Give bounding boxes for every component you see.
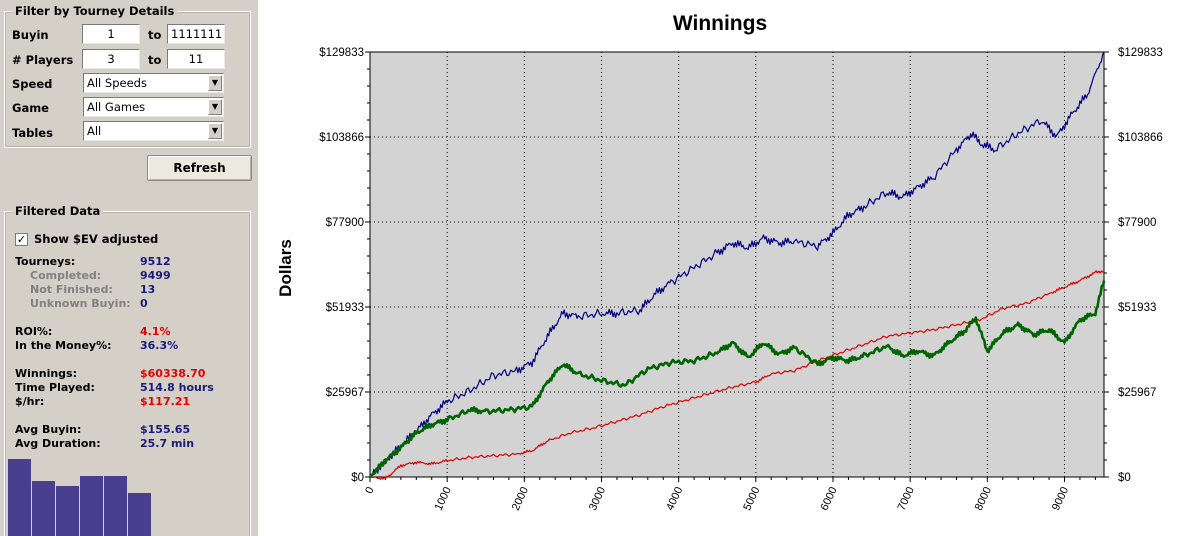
refresh-button[interactable]: Refresh xyxy=(147,155,252,181)
filtered-data-groupbox: Filtered Data xyxy=(4,204,251,536)
time-played-value: 514.8 hours xyxy=(140,381,214,394)
tourneys-value: 9512 xyxy=(140,255,171,268)
time-played-label: Time Played: xyxy=(15,381,95,394)
series-group xyxy=(369,51,1106,480)
y-tick-label-left: $77900 xyxy=(326,217,364,229)
grid xyxy=(370,52,1104,477)
avg-duration-value: 25.7 min xyxy=(140,437,195,450)
x-tick-label: 1000 xyxy=(433,485,454,512)
histogram-bar xyxy=(80,476,103,536)
unknown-buyin-label: Unknown Buyin: xyxy=(30,297,131,310)
filtered-data-title: Filtered Data xyxy=(12,204,104,218)
players-to-label: to xyxy=(148,53,162,67)
x-tick-label: 9000 xyxy=(1050,485,1071,512)
y-tick-label-left: $103866 xyxy=(319,132,364,144)
series-line-0 xyxy=(369,51,1105,478)
players-from-field[interactable]: 3 xyxy=(82,49,140,69)
chevron-down-icon[interactable]: ▼ xyxy=(208,75,222,91)
x-tick-label: 0 xyxy=(363,485,376,496)
winnings-label: Winnings: xyxy=(15,367,77,380)
game-dropdown[interactable]: All Games ▼ xyxy=(83,97,224,117)
filter-sidebar: Filter by Tourney Details Buyin 1 to 111… xyxy=(0,0,258,536)
histogram-bar xyxy=(32,481,55,536)
speed-label: Speed xyxy=(12,77,53,91)
y-tick-label-right: $51933 xyxy=(1118,302,1156,314)
speed-value: All Speeds xyxy=(87,76,147,90)
players-label: # Players xyxy=(12,53,74,67)
game-label: Game xyxy=(12,101,49,115)
y-tick-label-right: $0 xyxy=(1118,472,1131,484)
histogram-bar xyxy=(128,493,151,536)
histogram-bar xyxy=(56,486,79,536)
chevron-down-icon[interactable]: ▼ xyxy=(208,99,222,115)
y-axis-label: Dollars xyxy=(276,239,295,297)
tables-label: Tables xyxy=(12,126,53,140)
x-tick-label: 3000 xyxy=(587,485,608,512)
histogram-bar xyxy=(8,459,31,536)
not-finished-label: Not Finished: xyxy=(30,283,113,296)
buyin-label: Buyin xyxy=(12,28,49,42)
y-tick-label-left: $129833 xyxy=(319,47,364,59)
itm-value: 36.3% xyxy=(140,339,179,352)
x-tick-label: 8000 xyxy=(973,485,994,512)
histogram-bar xyxy=(104,476,127,536)
roi-label: ROI%: xyxy=(15,325,53,338)
avg-buyin-label: Avg Buyin: xyxy=(15,423,82,436)
show-ev-checkbox[interactable]: ✓ xyxy=(15,233,28,246)
buyin-from-field[interactable]: 1 xyxy=(82,24,140,44)
buyin-to-field[interactable]: 1111111 xyxy=(167,24,225,44)
y-tick-label-left: $0 xyxy=(351,472,364,484)
plot-background xyxy=(369,51,1105,478)
filter-title: Filter by Tourney Details xyxy=(12,4,178,18)
roi-value: 4.1% xyxy=(140,325,171,338)
x-tick-label: 7000 xyxy=(896,485,917,512)
completed-label: Completed: xyxy=(30,269,102,282)
game-value: All Games xyxy=(87,100,146,114)
completed-value: 9499 xyxy=(140,269,171,282)
chart-title: Winnings xyxy=(673,12,767,35)
per-hour-value: $117.21 xyxy=(140,395,191,408)
avg-buyin-value: $155.65 xyxy=(140,423,191,436)
players-to-field[interactable]: 11 xyxy=(167,49,225,69)
x-tick-label: 2000 xyxy=(510,485,531,512)
buyin-to-label: to xyxy=(148,28,162,42)
speed-dropdown[interactable]: All Speeds ▼ xyxy=(83,73,224,93)
y-tick-label-right: $77900 xyxy=(1118,217,1156,229)
tourneys-label: Tourneys: xyxy=(15,255,76,268)
tables-dropdown[interactable]: All ▼ xyxy=(83,121,224,141)
x-tick-label: 5000 xyxy=(741,485,762,512)
series-line-1 xyxy=(369,280,1106,478)
per-hour-label: $/hr: xyxy=(15,395,45,408)
tables-value: All xyxy=(87,124,102,138)
y-tick-label-left: $25967 xyxy=(326,387,364,399)
series-line-2 xyxy=(369,270,1105,480)
chevron-down-icon[interactable]: ▼ xyxy=(208,123,222,139)
y-tick-label-right: $25967 xyxy=(1118,387,1156,399)
y-tick-label-left: $51933 xyxy=(326,302,364,314)
not-finished-value: 13 xyxy=(140,283,156,296)
winnings-value: $60338.70 xyxy=(140,367,206,380)
winnings-chart: Winnings Dollars 0 1000 2000 3000 4000 5000 60… xyxy=(276,12,1163,512)
x-tick-label: 4000 xyxy=(664,485,685,512)
unknown-buyin-value: 0 xyxy=(140,297,148,310)
y-tick-label-right: $129833 xyxy=(1118,47,1163,59)
show-ev-label[interactable]: Show $EV adjusted xyxy=(34,232,159,246)
x-tick-label: 6000 xyxy=(818,485,839,512)
avg-duration-label: Avg Duration: xyxy=(15,437,101,450)
itm-label: In the Money%: xyxy=(15,339,112,352)
y-tick-label-right: $103866 xyxy=(1118,132,1163,144)
filter-groupbox: Filter by Tourney Details xyxy=(4,4,251,148)
